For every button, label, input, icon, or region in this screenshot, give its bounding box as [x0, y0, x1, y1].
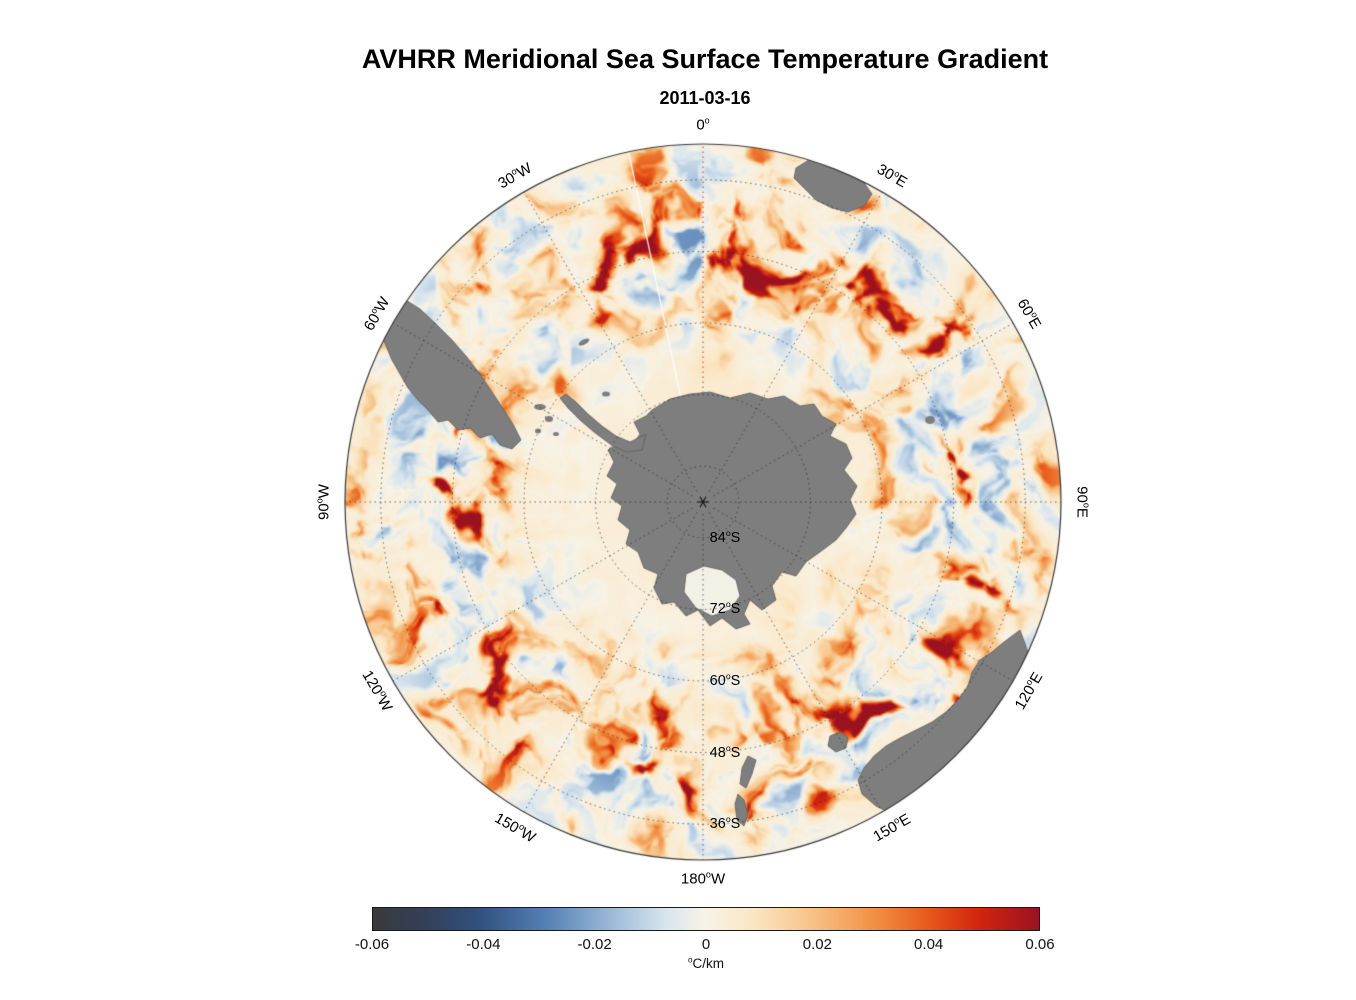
- latitude-label: 72oS: [709, 599, 741, 618]
- degree-symbol: o: [687, 955, 693, 965]
- colorbar-tick: 0.04: [914, 936, 944, 953]
- colorbar: [372, 907, 1040, 931]
- degree-symbol: o: [725, 527, 731, 538]
- longitude-label: 180oW: [680, 869, 726, 888]
- latitude-label: 84oS: [709, 527, 741, 546]
- degree-symbol: o: [705, 869, 711, 880]
- latitude-label: 60oS: [709, 671, 741, 689]
- figure-title: AVHRR Meridional Sea Surface Temperature…: [361, 44, 1049, 74]
- degree-symbol: o: [725, 671, 731, 682]
- longitude-label: 0o: [696, 115, 710, 134]
- colorbar-tick: 0.06: [1025, 936, 1055, 953]
- longitude-label: 90oW: [314, 484, 333, 520]
- colorbar-tick: -0.04: [466, 936, 501, 953]
- degree-symbol: o: [725, 742, 731, 753]
- latitude-label: 36oS: [709, 814, 741, 833]
- degree-symbol: o: [704, 115, 710, 126]
- figure-date: 2011-03-16: [659, 88, 751, 108]
- latitude-label: 48oS: [709, 742, 741, 761]
- degree-symbol: o: [725, 599, 731, 610]
- colorbar-tick: 0.02: [802, 936, 832, 953]
- colorbar-unit-label: oC/km: [688, 956, 724, 971]
- longitude-label: 90oE: [1073, 486, 1092, 518]
- colorbar-tick: -0.02: [577, 936, 612, 953]
- degree-symbol: o: [314, 498, 325, 504]
- colorbar-tick: -0.06: [354, 936, 390, 953]
- colorbar-tick: 0: [701, 936, 711, 953]
- colorbar-gradient: [373, 908, 1039, 930]
- degree-symbol: o: [725, 814, 731, 825]
- unit-text: C/km: [692, 956, 725, 971]
